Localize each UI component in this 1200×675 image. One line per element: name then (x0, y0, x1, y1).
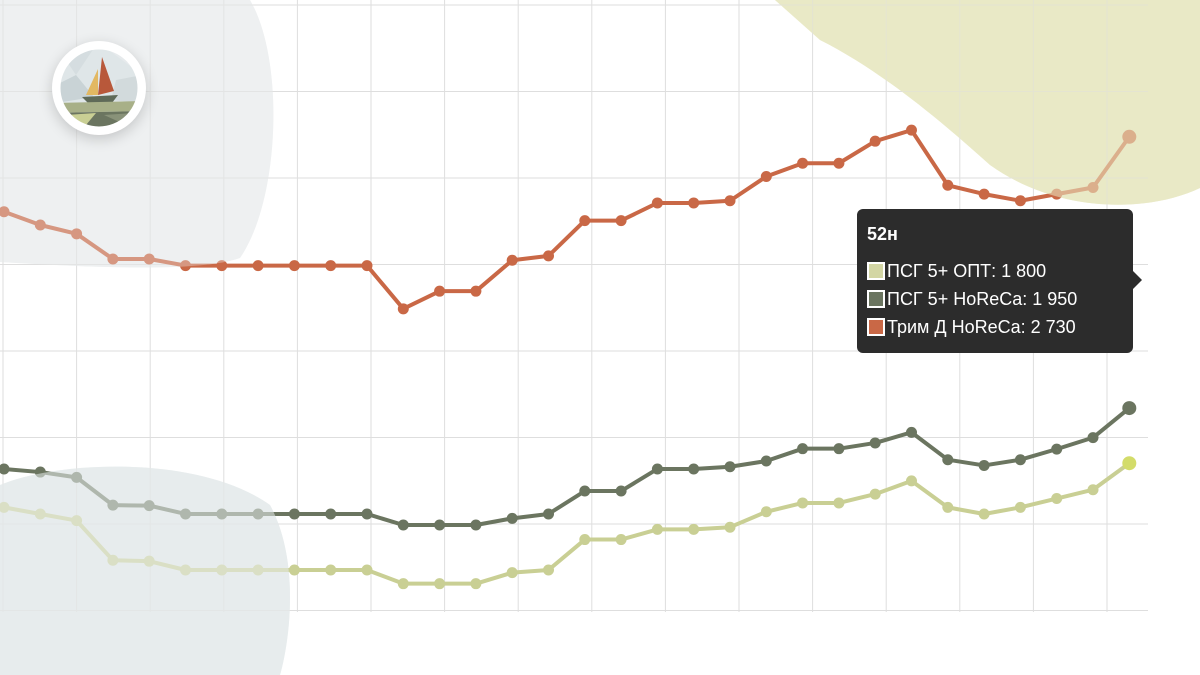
data-point (325, 564, 337, 576)
data-point (615, 215, 627, 227)
data-point (651, 463, 663, 475)
data-point (579, 534, 591, 546)
data-point (797, 157, 809, 169)
tooltip-label: Трим Д HoReCa: 2 730 (887, 317, 1076, 337)
data-point (506, 512, 518, 524)
data-point (579, 485, 591, 497)
data-point (615, 534, 627, 546)
data-point (288, 564, 300, 576)
legend-swatch-psg-opt (867, 262, 885, 280)
tooltip-label: ПСГ 5+ ОПТ: 1 800 (887, 261, 1047, 281)
data-point (906, 475, 917, 487)
data-point (107, 253, 119, 265)
data-point (470, 285, 482, 297)
data-point (688, 197, 700, 209)
data-point (397, 578, 409, 590)
data-point (688, 463, 700, 475)
data-point (397, 303, 409, 315)
data-point (869, 437, 881, 449)
data-point (833, 157, 845, 169)
data-point (470, 519, 482, 531)
data-point (288, 260, 300, 272)
data-point (1014, 454, 1026, 466)
data-point (942, 501, 954, 513)
data-point (288, 508, 300, 520)
data-point (434, 578, 446, 590)
data-point (651, 523, 663, 535)
data-point (543, 564, 554, 576)
data-point (434, 519, 446, 531)
data-point (906, 426, 917, 438)
data-point (760, 455, 772, 467)
series-2 (0, 124, 1137, 315)
data-point (216, 260, 228, 272)
tooltip-label: ПСГ 5+ HoReCa: 1 950 (887, 289, 1078, 309)
data-point (543, 508, 554, 520)
data-point (1051, 493, 1063, 505)
series-line (2, 128, 1132, 311)
data-point (869, 135, 881, 147)
data-point (1087, 432, 1099, 444)
data-point (1014, 195, 1026, 207)
data-point (797, 443, 809, 455)
tooltip-row-psg-opt: ПСГ 5+ ОПТ: 1 800 (867, 257, 1123, 285)
legend-swatch-psg-horeca (867, 290, 885, 308)
data-point (978, 459, 990, 471)
brand-logo (52, 41, 146, 135)
tooltip-row-trim-horeca: Трим Д HoReCa: 2 730 (867, 313, 1123, 341)
data-point (1014, 501, 1026, 513)
data-point (1051, 443, 1063, 455)
data-point[interactable] (1122, 401, 1137, 416)
data-point (361, 508, 373, 520)
data-point (688, 523, 700, 535)
data-point (978, 508, 990, 520)
data-point (724, 521, 736, 533)
data-point (506, 567, 518, 579)
data-point (397, 519, 409, 531)
data-point (978, 188, 990, 200)
data-point (942, 179, 954, 191)
data-point (543, 250, 554, 262)
data-point (0, 206, 10, 218)
sailboat-logo-icon (57, 46, 141, 130)
legend-swatch-trim-horeca (867, 318, 885, 336)
data-point (869, 488, 881, 500)
tooltip-row-psg-horeca: ПСГ 5+ HoReCa: 1 950 (867, 285, 1123, 313)
data-point (180, 260, 191, 272)
data-point (833, 497, 845, 509)
data-point (0, 463, 10, 475)
data-point (434, 285, 446, 297)
data-point (797, 497, 809, 509)
data-point (833, 443, 845, 455)
chart-tooltip: 52н ПСГ 5+ ОПТ: 1 800 ПСГ 5+ HoReCa: 1 9… (857, 209, 1142, 353)
data-point (325, 508, 337, 520)
data-point (579, 215, 591, 227)
data-point (361, 564, 373, 576)
data-point (1087, 484, 1099, 496)
data-point (34, 219, 46, 231)
data-point[interactable] (1122, 456, 1137, 471)
data-point (906, 124, 917, 136)
data-point (361, 260, 373, 272)
data-point (615, 485, 627, 497)
data-point (470, 578, 482, 590)
data-point (506, 254, 518, 266)
data-point (143, 253, 155, 265)
data-point (724, 195, 736, 207)
data-point (760, 506, 772, 518)
data-point (252, 260, 264, 272)
data-point (760, 170, 772, 182)
data-point (651, 197, 663, 209)
data-point (71, 228, 83, 240)
data-point (724, 461, 736, 473)
data-point (325, 260, 337, 272)
tooltip-title: 52н (867, 224, 898, 244)
data-point (942, 454, 954, 466)
